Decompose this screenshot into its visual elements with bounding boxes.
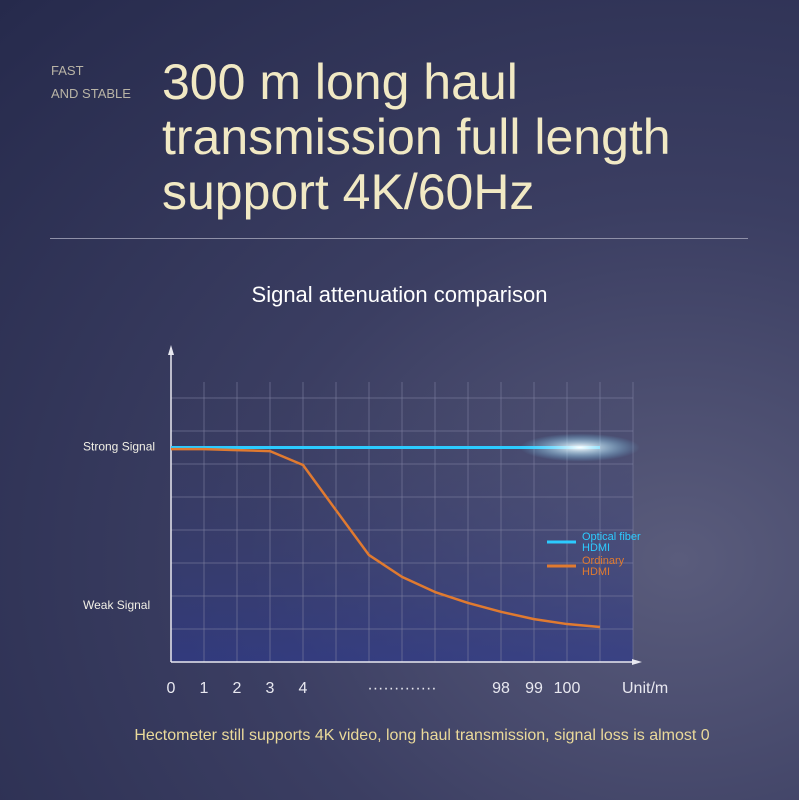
x-tick-label: 1 — [200, 680, 209, 697]
series-line — [171, 447, 601, 629]
chart-title: Signal attenuation comparison — [251, 282, 548, 307]
x-unit: Unit/m — [622, 680, 668, 697]
x-tick-label: 100 — [554, 680, 581, 697]
x-tick-label: 2 — [233, 680, 242, 697]
x-tick-label: ············· — [367, 680, 436, 697]
axis-arrow — [632, 659, 642, 665]
headline: support 4K/60Hz — [162, 164, 535, 220]
legend-label: Optical fiber HDMI — [582, 531, 641, 554]
y-tick-label: Strong Signal — [83, 440, 155, 454]
axis-arrow — [168, 345, 174, 355]
y-tick-label: Weak Signal — [83, 598, 150, 612]
x-tick-label: 4 — [299, 680, 308, 697]
x-tick-label: 3 — [266, 680, 275, 697]
headline: 300 m long haul — [162, 54, 518, 110]
tagline: FAST — [51, 63, 84, 78]
x-tick-label: 99 — [525, 680, 543, 697]
divider — [50, 238, 748, 239]
headline: transmission full length — [162, 109, 671, 165]
glow — [520, 433, 640, 462]
x-tick-label: 0 — [167, 680, 176, 697]
tagline: AND STABLE — [51, 86, 131, 101]
x-tick-label: 98 — [492, 680, 510, 697]
caption: Hectometer still supports 4K video, long… — [134, 727, 710, 744]
legend-label: Ordinary HDMI — [582, 555, 625, 578]
